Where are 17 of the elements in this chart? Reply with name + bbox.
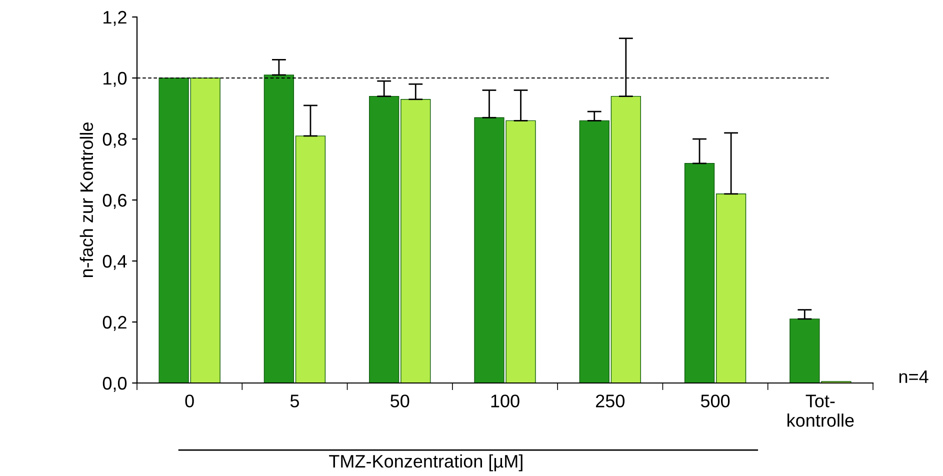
text: n=4 [899,370,928,383]
y-axis-title: n-fach zur Kontrolle [80,122,94,278]
x-tick-label: 5 [290,394,299,408]
x-tick-label: 0 [185,394,194,408]
y-tick-label: 0,8 [102,132,126,148]
y-tick-label: 0,0 [102,376,127,392]
x-tick-label: 500 [700,394,730,408]
y-tick-label: 1,0 [104,72,127,87]
y-tick-label: 0,2 [102,316,126,331]
x-axis-title: TMZ-Konzentration [µM] [329,454,522,472]
x-tick-label: Tot- kontrolle [788,394,854,427]
x-tick-label: 250 [596,394,624,408]
x-tick-label: 50 [390,394,410,408]
y-tick-label: 0,6 [102,194,126,209]
x-tick-label: 100 [491,394,520,408]
y-tick-label: 0,4 [102,254,127,270]
y-tick-label: 1,2 [104,10,126,26]
